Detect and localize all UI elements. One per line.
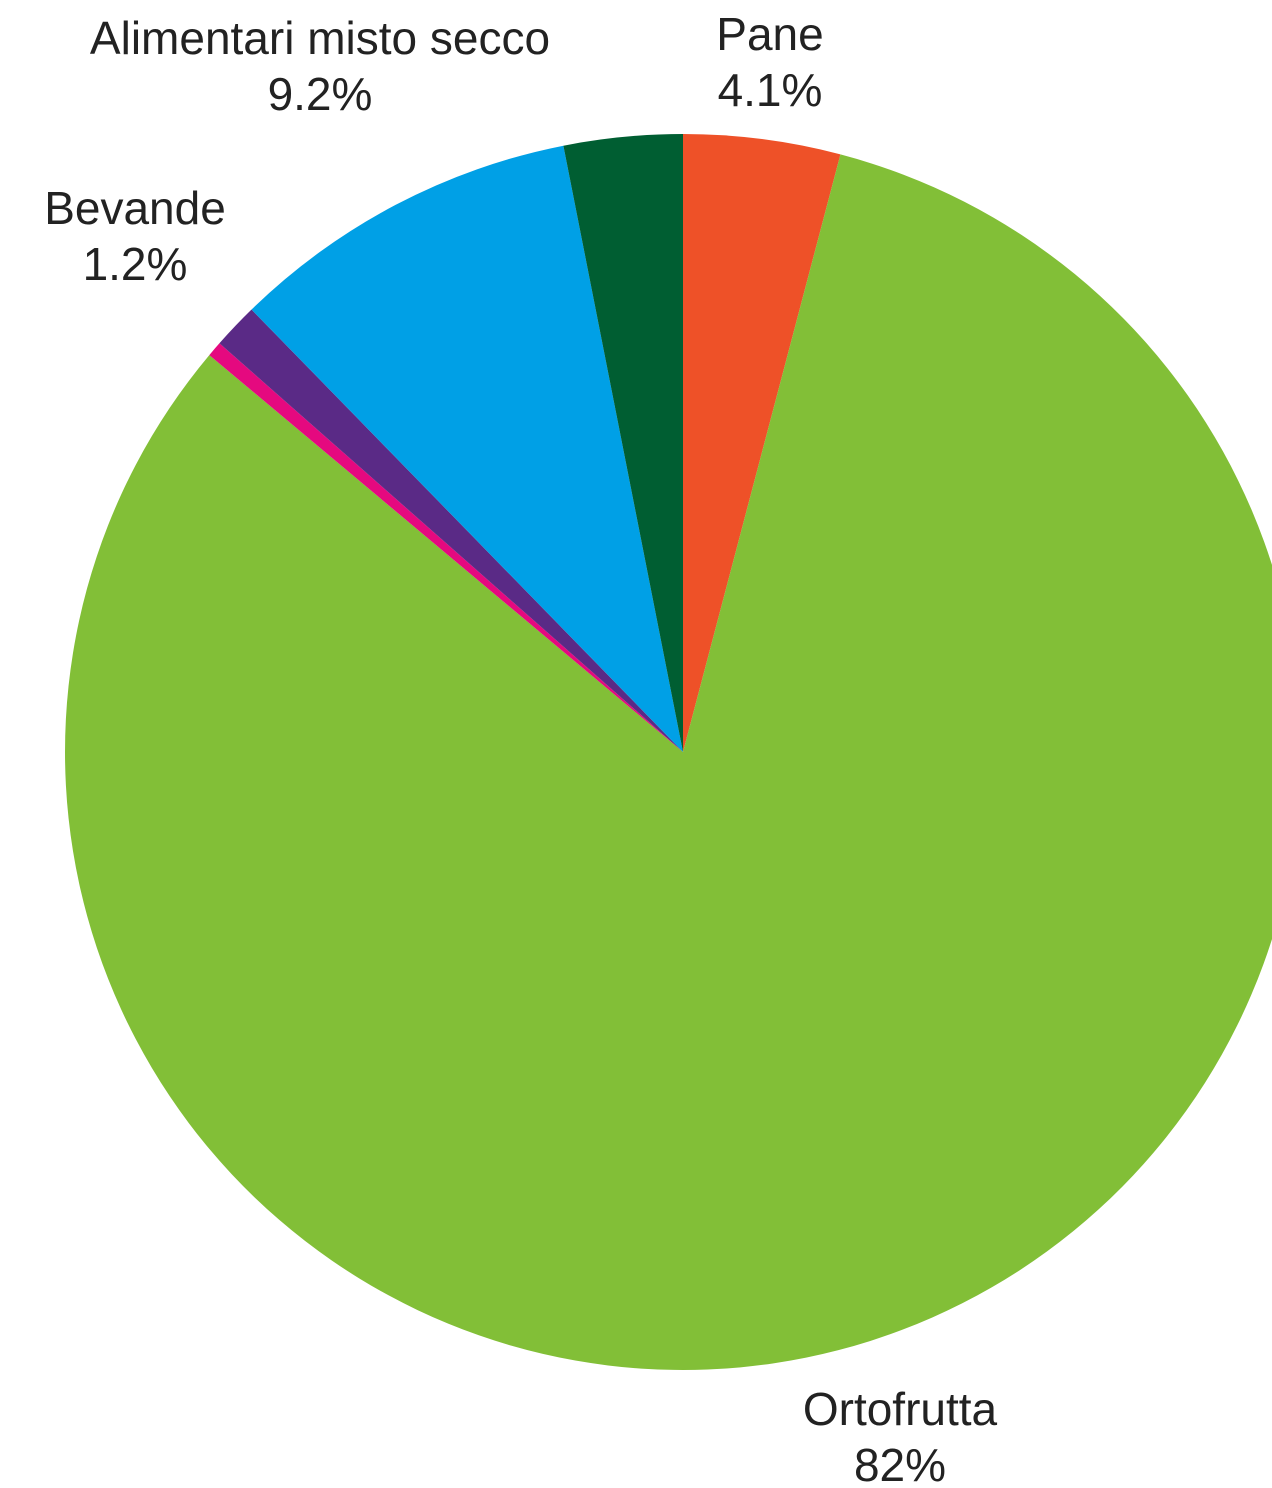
pie-slice-ortofrutta <box>65 154 1272 1370</box>
slice-label-pane: Pane <box>716 8 823 60</box>
pie-slice-unlabeled-5 <box>563 134 683 752</box>
slice-label-bevande: Bevande <box>44 182 226 234</box>
pie-slice-bevande <box>219 309 683 752</box>
slice-label-ortofrutta: Ortofrutta <box>803 1383 998 1435</box>
pie-slice-pane <box>683 134 841 752</box>
slice-value-bevande: 1.2% <box>83 238 188 290</box>
slice-value-alimentari-misto-secco: 9.2% <box>268 68 373 120</box>
pie-slices <box>65 134 1272 1370</box>
pie-slice-unlabeled-2 <box>209 343 683 752</box>
slice-value-ortofrutta: 82% <box>854 1439 946 1488</box>
pie-slice-alimentari-misto-secco <box>251 145 683 752</box>
slice-value-pane: 4.1% <box>718 64 823 116</box>
slice-label-alimentari-misto-secco: Alimentari misto secco <box>90 12 550 64</box>
